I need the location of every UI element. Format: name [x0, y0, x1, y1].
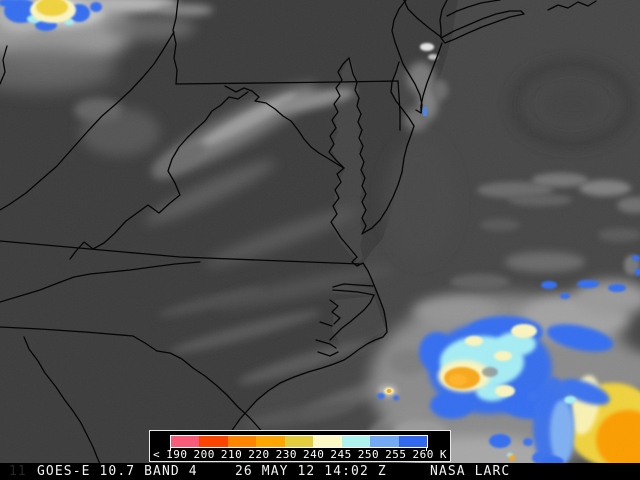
colorbar-segment	[171, 436, 200, 447]
colorbar-tick-label: 260	[412, 448, 434, 461]
border-ga-sc	[23, 336, 101, 463]
colorbar-segment	[341, 436, 371, 447]
colorbar-tick-label: 250	[357, 448, 380, 461]
coast-outer-banks	[227, 289, 388, 438]
colorbar-tick-label: 230	[275, 448, 297, 461]
colorbar-segment	[370, 436, 399, 447]
coast-pamlico	[315, 294, 375, 357]
coast-ne-islands	[547, 0, 597, 11]
state-borders	[0, 0, 401, 463]
colorbar-segment	[256, 436, 285, 447]
coastlines	[227, 0, 597, 438]
colorbar-strip	[170, 435, 428, 448]
colorbar-tick-label: 255	[385, 448, 407, 461]
temperature-colorbar: < 190 200 210 220 230 240 245 250 255 26…	[149, 430, 451, 462]
coast-chesapeake-east	[348, 57, 367, 235]
colorbar-segment	[284, 436, 314, 447]
colorbar-unit-label: K	[439, 448, 447, 461]
colorbar-tick-label: 240	[303, 448, 325, 461]
colorbar-segment	[199, 436, 228, 447]
coast-nj-atlantic	[420, 42, 443, 114]
border-pa-west	[172, 0, 179, 85]
satellite-map-image	[0, 0, 640, 463]
border-de-md	[397, 80, 401, 131]
border-nc-sc	[132, 335, 265, 435]
border-wv-va	[69, 91, 249, 260]
colorbar-segment	[227, 436, 257, 447]
colorbar-segment	[398, 436, 427, 447]
coast-hudson	[439, 0, 448, 38]
coast-va-beach	[351, 256, 377, 291]
colorbar-tick-label: 220	[248, 448, 270, 461]
colorbar-tick-label: 190	[166, 448, 188, 461]
credit-label: NASA LARC	[430, 464, 511, 479]
border-mason-dixon	[175, 80, 399, 85]
coast-long-island	[440, 10, 525, 44]
border-tn-nc	[0, 326, 134, 337]
frame-marker: 11	[9, 464, 27, 479]
colorbar-segment	[313, 436, 342, 447]
border-potomac	[224, 85, 345, 169]
status-bar: 11 GOES-E 10.7 BAND 4 26 MAY 12 14:02 Z …	[0, 463, 640, 480]
colorbar-tick-label: 200	[193, 448, 215, 461]
colorbar-tick-label: 210	[220, 448, 243, 461]
border-ohio-river	[0, 31, 175, 211]
colorbar-tick-left	[170, 448, 171, 451]
coast-delmarva-east	[361, 171, 403, 235]
coast-new-england	[446, 0, 501, 17]
colorbar-tick-label: 245	[330, 448, 352, 461]
colorbar-labels: < 190 200 210 220 230 240 245 250 255 26…	[153, 448, 447, 461]
border-ny-nj	[403, 0, 442, 38]
colorbar-less-than: <	[153, 448, 161, 461]
border-far-west	[0, 45, 8, 85]
coast-albemarle-sound	[332, 283, 375, 296]
coast-delaware-bay-west	[390, 61, 415, 173]
coast-delaware-river	[391, 0, 407, 65]
instrument-label: GOES-E 10.7 BAND 4	[37, 464, 198, 479]
coast-chesapeake-west	[328, 57, 358, 258]
border-va-nc	[0, 240, 361, 265]
timestamp-label: 26 MAY 12 14:02 Z	[235, 464, 387, 479]
border-ky-va	[0, 261, 201, 303]
image-grain	[0, 0, 640, 463]
colorbar-tick-right	[426, 448, 427, 451]
